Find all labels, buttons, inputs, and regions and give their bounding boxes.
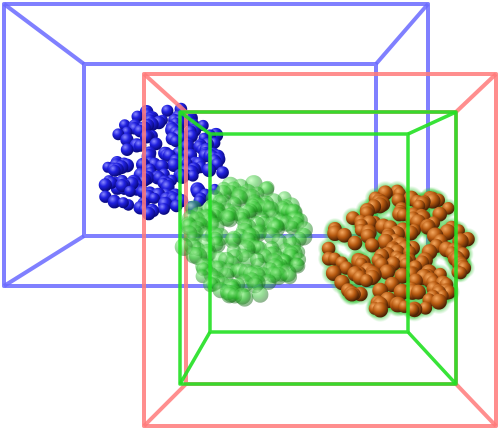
- particle: [158, 203, 170, 215]
- particle: [359, 274, 373, 288]
- green-cluster: [174, 175, 313, 307]
- particle: [120, 143, 134, 156]
- particle: [321, 241, 336, 256]
- particle: [394, 268, 411, 284]
- particle: [365, 238, 380, 253]
- particle: [430, 293, 447, 310]
- particle: [148, 192, 160, 204]
- particle: [282, 269, 298, 285]
- particle: [149, 137, 163, 151]
- green-box: [178, 110, 458, 386]
- particle: [347, 235, 363, 251]
- particle: [372, 302, 388, 318]
- particle: [107, 195, 122, 209]
- particle: [187, 170, 199, 182]
- particle: [161, 104, 174, 117]
- particle: [117, 197, 129, 209]
- particle: [167, 158, 181, 173]
- particle: [221, 210, 238, 228]
- particle: [124, 185, 136, 197]
- particle: [337, 228, 352, 243]
- particle: [419, 301, 433, 315]
- particle: [108, 164, 121, 177]
- particle: [285, 220, 300, 235]
- particle: [98, 178, 112, 192]
- particle: [379, 264, 395, 280]
- particle: [403, 225, 419, 241]
- particle: [252, 286, 269, 303]
- particle: [410, 284, 426, 300]
- particle: [216, 166, 229, 179]
- particle: [235, 289, 254, 307]
- particle: [345, 288, 359, 302]
